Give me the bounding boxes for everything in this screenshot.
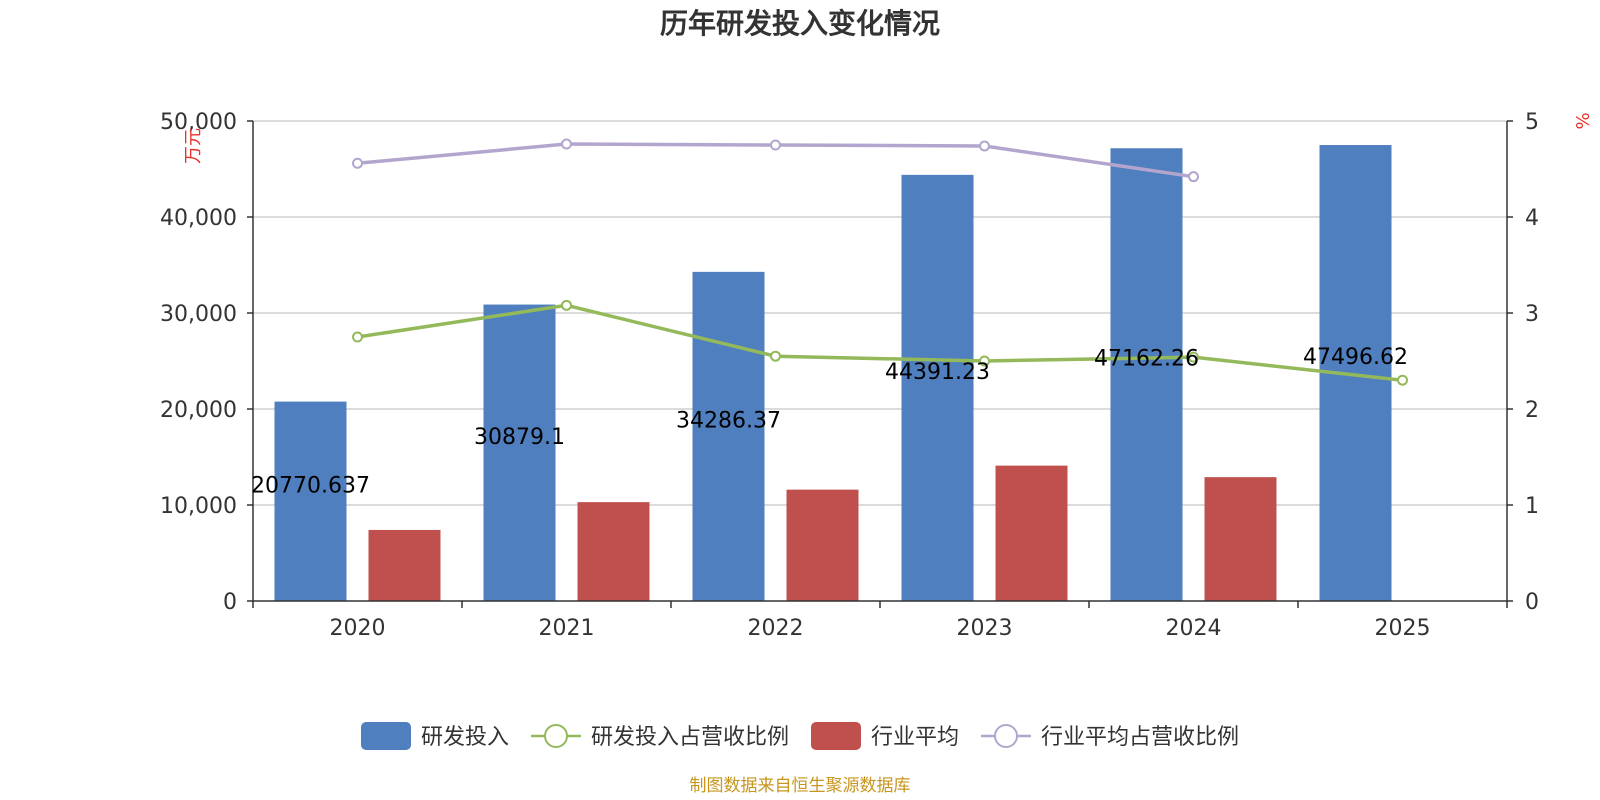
left-tick-label: 40,000	[160, 206, 237, 231]
x-tick-label: 2025	[1375, 616, 1431, 641]
left-tick-label: 20,000	[160, 398, 237, 423]
gridlines	[253, 120, 1507, 506]
left-tick-label: 50,000	[160, 110, 237, 135]
bar	[274, 401, 347, 601]
legend-label: 研发投入占营收比例	[591, 725, 789, 750]
source-note: 制图数据来自恒生聚源数据库	[690, 776, 911, 796]
legend-label: 行业平均占营收比例	[1041, 725, 1239, 750]
bar	[483, 304, 556, 601]
legend-swatch	[361, 722, 411, 750]
bar	[1204, 477, 1277, 601]
bar-data-label: 30879.1	[474, 425, 565, 450]
right-tick-label: 0	[1525, 590, 1539, 615]
line-point	[561, 299, 572, 311]
series-line	[357, 303, 1403, 382]
right-tick-label: 5	[1525, 110, 1539, 135]
line-point	[352, 331, 363, 343]
bar	[995, 465, 1068, 601]
legend: 研发投入 研发投入占营收比例 行业平均 行业平均占营收比例	[361, 722, 1239, 750]
bar-data-label: 20770.637	[251, 473, 370, 498]
bar-series	[274, 145, 1392, 602]
bar-data-label: 44391.23	[885, 360, 990, 385]
x-tick-label: 2020	[330, 616, 386, 641]
line-series	[352, 138, 1408, 386]
axes: 0 0 10,000 1 20,000 2 30,000 3 40,000 4 50,000 5 万元%…	[160, 110, 1594, 641]
bar	[1110, 148, 1183, 601]
legend-label: 行业平均	[871, 725, 959, 750]
right-tick-label: 1	[1525, 494, 1539, 519]
line-point	[352, 157, 363, 169]
left-tick-label: 10,000	[160, 494, 237, 519]
left-axis-unit: 万元	[183, 128, 204, 164]
x-tick-label: 2022	[748, 616, 804, 641]
bar	[692, 271, 765, 601]
x-tick-label: 2021	[539, 616, 595, 641]
bar	[368, 529, 441, 601]
data-labels: 20770.637 30879.1 34286.37 44391.23 47162.26…	[251, 345, 1408, 498]
legend-marker	[994, 724, 1018, 748]
x-tick-label: 2024	[1166, 616, 1222, 641]
bar-data-label: 47162.26	[1094, 347, 1199, 372]
bar	[901, 174, 974, 602]
line-point	[1188, 351, 1199, 363]
left-tick-label: 0	[223, 590, 237, 615]
left-tick-label: 30,000	[160, 302, 237, 327]
right-axis-unit: %	[1573, 112, 1594, 129]
right-tick-label: 4	[1525, 206, 1539, 231]
line-point	[561, 138, 572, 150]
chart-title: 历年研发投入变化情况	[660, 7, 940, 40]
line-point	[1397, 374, 1408, 386]
bar	[577, 502, 650, 601]
legend-marker	[544, 724, 568, 748]
line-point	[770, 139, 781, 151]
right-tick-label: 2	[1525, 398, 1539, 423]
bar-data-label: 47496.62	[1303, 345, 1408, 370]
line-point	[979, 140, 990, 152]
legend-label: 研发投入	[421, 725, 509, 750]
line-point	[1188, 171, 1199, 183]
legend-swatch	[811, 722, 861, 750]
line-point	[770, 350, 781, 362]
right-tick-label: 3	[1525, 302, 1539, 327]
x-tick-label: 2023	[957, 616, 1013, 641]
line-point	[979, 355, 990, 367]
bar	[786, 489, 859, 601]
bar-data-label: 34286.37	[676, 408, 781, 433]
